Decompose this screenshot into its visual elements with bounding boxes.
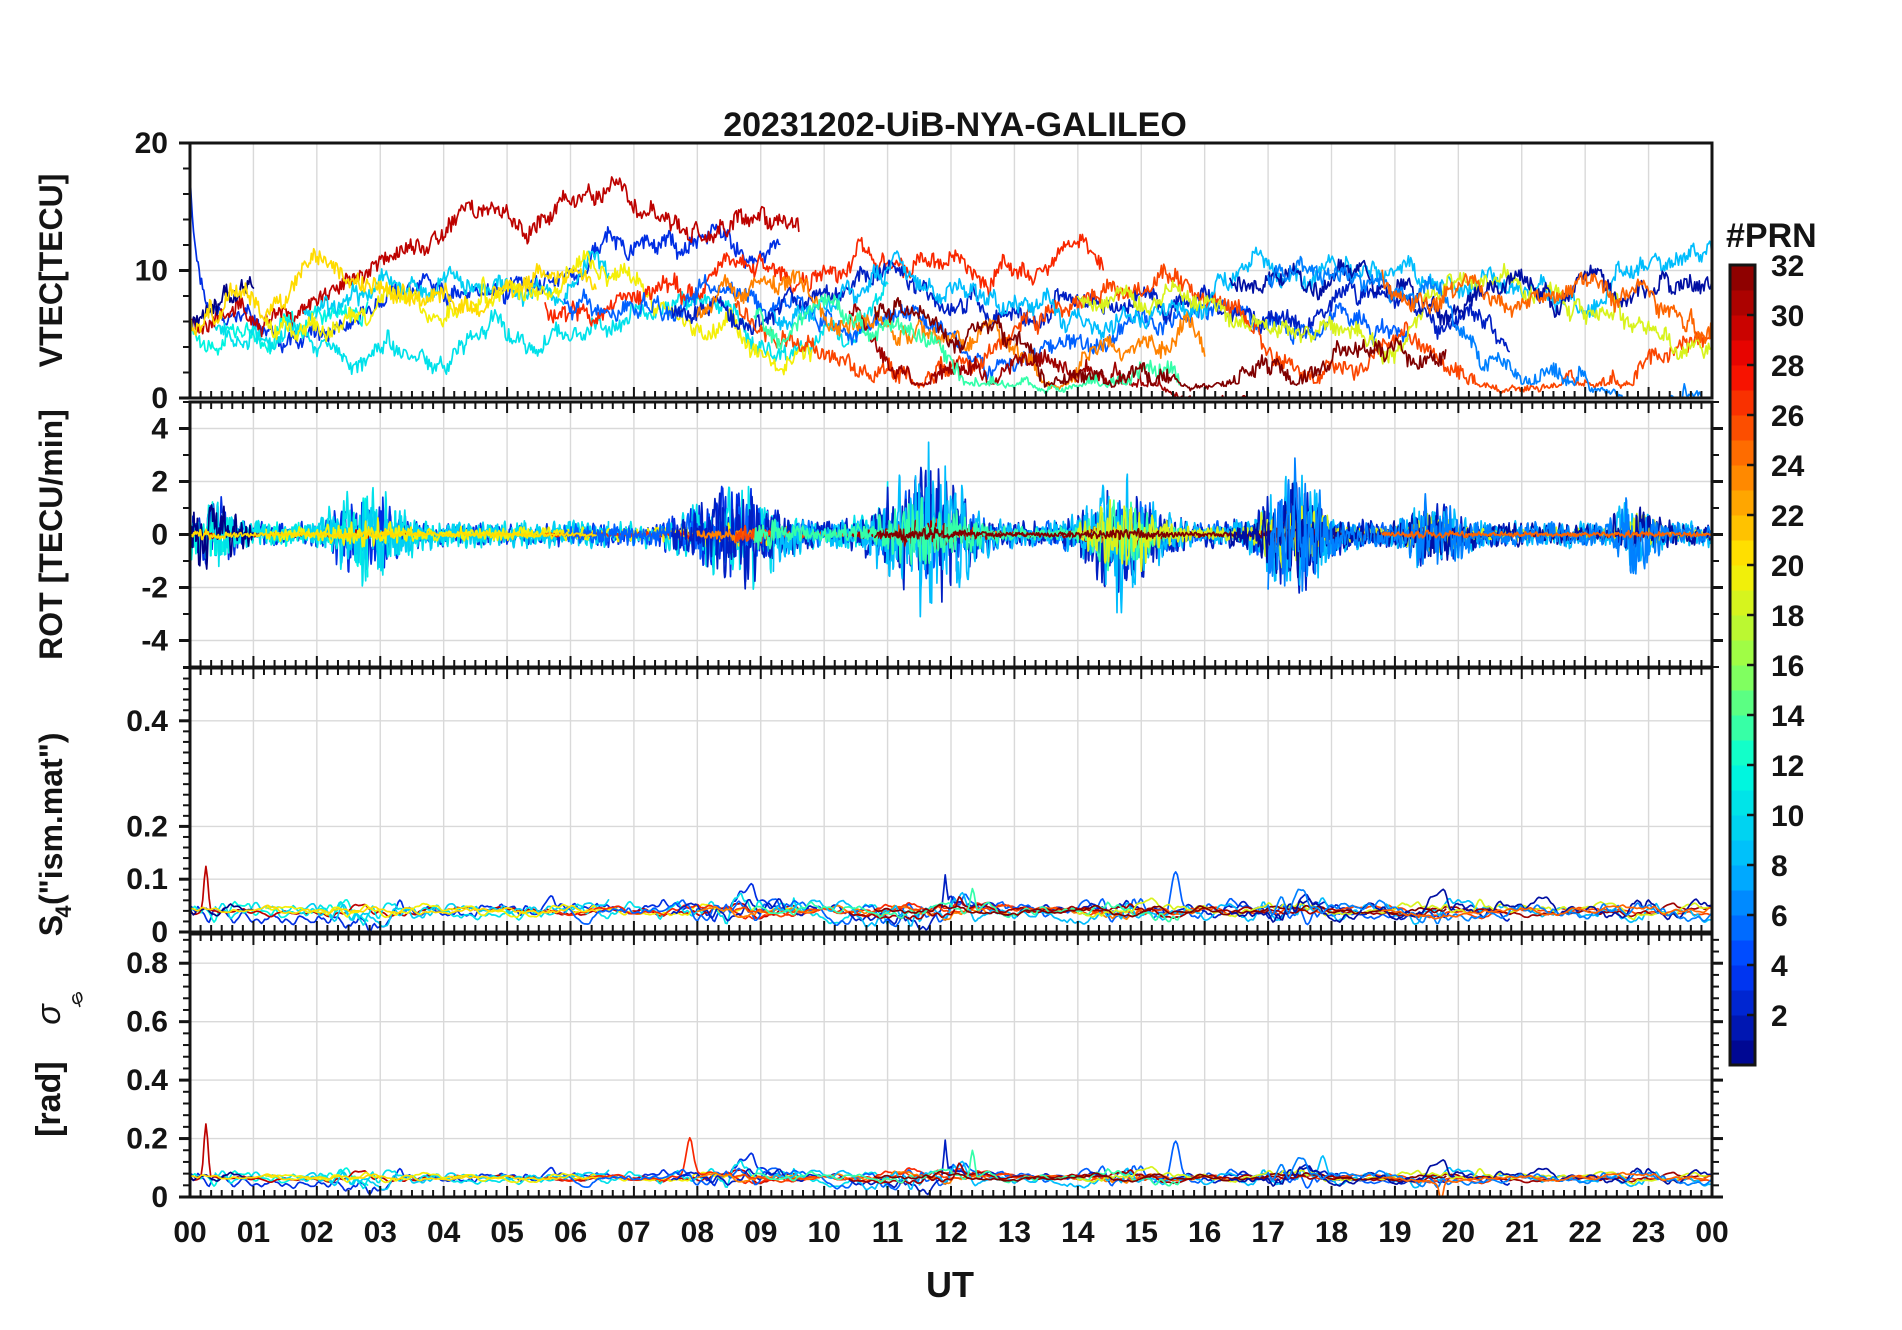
svg-text:VTEC[TECU]: VTEC[TECU] <box>33 174 69 368</box>
svg-text:04: 04 <box>427 1216 461 1249</box>
svg-text:12: 12 <box>934 1216 967 1249</box>
svg-text:18: 18 <box>1771 600 1804 633</box>
svg-text:2: 2 <box>1771 1000 1788 1033</box>
svg-text:03: 03 <box>364 1216 397 1249</box>
svg-text:10: 10 <box>1771 800 1804 833</box>
svg-text:07: 07 <box>617 1216 650 1249</box>
svg-text:09: 09 <box>744 1216 777 1249</box>
svg-text:UT: UT <box>926 1264 974 1305</box>
svg-text:φ: φ <box>67 986 88 1010</box>
svg-text:0.8: 0.8 <box>126 947 168 980</box>
svg-text:01: 01 <box>237 1216 270 1249</box>
svg-text:0: 0 <box>151 916 168 949</box>
svg-text:11: 11 <box>872 1216 904 1249</box>
svg-text:8: 8 <box>1771 850 1788 883</box>
svg-text:12: 12 <box>1771 750 1804 783</box>
svg-text:02: 02 <box>300 1216 333 1249</box>
svg-text:0: 0 <box>151 1181 168 1214</box>
svg-text:0.1: 0.1 <box>126 863 168 896</box>
svg-text:19: 19 <box>1378 1216 1411 1249</box>
svg-text:00: 00 <box>173 1216 206 1249</box>
svg-text:#PRN: #PRN <box>1726 217 1817 255</box>
svg-text:-2: -2 <box>141 572 168 605</box>
svg-text:0.2: 0.2 <box>126 810 168 843</box>
svg-text:08: 08 <box>681 1216 714 1249</box>
svg-text:16: 16 <box>1188 1216 1221 1249</box>
svg-text:20: 20 <box>135 127 168 160</box>
svg-text:15: 15 <box>1125 1216 1158 1249</box>
svg-text:10: 10 <box>135 255 168 288</box>
svg-text:0: 0 <box>151 382 168 415</box>
svg-text:6: 6 <box>1771 900 1788 933</box>
svg-text:20231202-UiB-NYA-GALILEO: 20231202-UiB-NYA-GALILEO <box>723 106 1187 144</box>
svg-text:("ism.mat"): ("ism.mat") <box>33 732 69 905</box>
svg-text:22: 22 <box>1568 1216 1601 1249</box>
svg-text:16: 16 <box>1771 650 1804 683</box>
svg-text:20: 20 <box>1771 550 1804 583</box>
svg-text:-4: -4 <box>141 625 168 658</box>
svg-text:06: 06 <box>554 1216 587 1249</box>
svg-text:14: 14 <box>1771 700 1805 733</box>
svg-text:0.2: 0.2 <box>126 1123 168 1156</box>
svg-text:26: 26 <box>1771 400 1804 433</box>
svg-text:0.4: 0.4 <box>126 1064 168 1097</box>
svg-text:18: 18 <box>1315 1216 1348 1249</box>
svg-text:20: 20 <box>1442 1216 1475 1249</box>
svg-text:28: 28 <box>1771 350 1804 383</box>
svg-text:13: 13 <box>998 1216 1031 1249</box>
svg-text:21: 21 <box>1505 1216 1538 1249</box>
svg-text:00: 00 <box>1695 1216 1728 1249</box>
svg-text:4: 4 <box>1771 950 1788 983</box>
svg-text:24: 24 <box>1771 450 1805 483</box>
svg-text:[rad]: [rad] <box>30 1061 68 1137</box>
svg-text:10: 10 <box>807 1216 840 1249</box>
svg-text:22: 22 <box>1771 500 1804 533</box>
svg-text:4: 4 <box>151 413 168 446</box>
svg-text:30: 30 <box>1771 300 1804 333</box>
svg-text:4: 4 <box>51 906 76 918</box>
svg-text:17: 17 <box>1251 1216 1284 1249</box>
svg-text:0: 0 <box>151 519 168 552</box>
svg-text:05: 05 <box>490 1216 523 1249</box>
svg-text:ROT [TECU/min]: ROT [TECU/min] <box>33 409 69 660</box>
svg-text:0.6: 0.6 <box>126 1006 168 1039</box>
svg-text:2: 2 <box>151 466 168 499</box>
svg-text:14: 14 <box>1061 1216 1095 1249</box>
svg-text:σ: σ <box>30 1003 68 1025</box>
svg-text:0.4: 0.4 <box>126 705 168 738</box>
svg-text:23: 23 <box>1632 1216 1665 1249</box>
